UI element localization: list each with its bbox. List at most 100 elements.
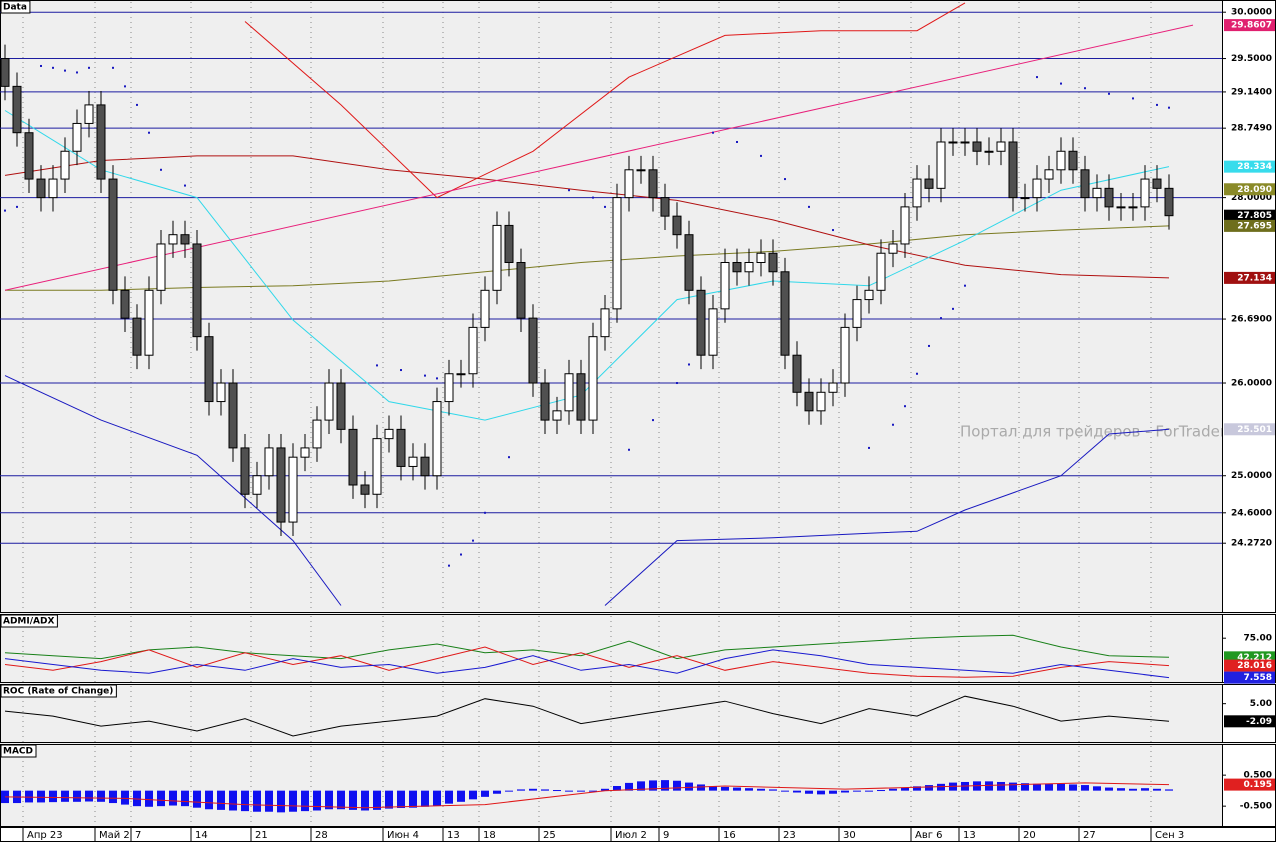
value-badge bbox=[1224, 715, 1275, 728]
candle-body bbox=[612, 197, 622, 310]
sar-dot bbox=[892, 423, 894, 426]
sar-dot bbox=[568, 189, 570, 192]
candle-body bbox=[768, 252, 778, 273]
sar-dot bbox=[400, 369, 402, 372]
macd-bar bbox=[1081, 785, 1089, 791]
macd-bar bbox=[121, 790, 129, 805]
candle-body bbox=[828, 382, 838, 393]
sar-dot bbox=[460, 553, 462, 556]
candle-body bbox=[804, 391, 814, 412]
value-badge-label: 25.501 bbox=[1237, 425, 1272, 435]
macd-bar bbox=[193, 790, 201, 808]
candle-body bbox=[648, 169, 658, 199]
value-badge-label: 27.805 bbox=[1237, 211, 1272, 221]
candle-body bbox=[936, 141, 946, 189]
date-label: 9 bbox=[663, 830, 669, 841]
candle-body bbox=[840, 326, 850, 384]
macd-bar bbox=[805, 790, 813, 794]
sar-dot bbox=[184, 184, 186, 187]
candle-body bbox=[744, 262, 754, 273]
candle-body bbox=[564, 373, 574, 412]
macd-bar bbox=[673, 780, 681, 791]
y-tick-label: 0.500 bbox=[1244, 771, 1272, 781]
macd-bar bbox=[253, 790, 261, 812]
candle-body bbox=[972, 141, 982, 152]
sar-dot bbox=[484, 511, 486, 514]
macd-bar bbox=[157, 790, 165, 807]
y-tick-label: 5.00 bbox=[1250, 699, 1272, 709]
sar-dot bbox=[1060, 82, 1062, 85]
sar-dot bbox=[148, 131, 150, 134]
panel-title-box bbox=[0, 614, 58, 628]
candle-body bbox=[240, 447, 250, 495]
candle-body bbox=[624, 169, 634, 199]
sar-dot bbox=[76, 71, 78, 74]
candle-body bbox=[504, 224, 514, 264]
macd-bar bbox=[733, 787, 741, 791]
indicator-line bbox=[4, 24, 1194, 291]
candle-body bbox=[360, 484, 370, 495]
candle-body bbox=[888, 243, 898, 254]
macd-bar bbox=[649, 780, 657, 791]
indicator-line bbox=[244, 2, 966, 199]
macd-bar bbox=[865, 790, 873, 792]
axis-panel bbox=[1222, 0, 1276, 613]
candle-body bbox=[216, 382, 226, 403]
candle-body bbox=[636, 169, 646, 172]
sar-dot bbox=[136, 103, 138, 106]
value-badge-label: 28.090 bbox=[1237, 185, 1272, 195]
macd-bar bbox=[277, 790, 285, 813]
y-tick-label: 29.1400 bbox=[1231, 87, 1272, 97]
macd-bar bbox=[793, 790, 801, 793]
candle-body bbox=[348, 428, 358, 486]
candle-body bbox=[420, 456, 430, 477]
sar-dot bbox=[424, 374, 426, 377]
macd-bar bbox=[445, 790, 453, 804]
y-tick-label: 29.5000 bbox=[1231, 54, 1272, 64]
plot-area: Портал для трейдеров - ForTrader.org bbox=[0, 2, 1222, 612]
date-label: 21 bbox=[255, 830, 268, 841]
macd-bar bbox=[1021, 783, 1029, 791]
macd-bar bbox=[313, 790, 321, 811]
macd-bar bbox=[85, 790, 93, 802]
macd-bar bbox=[829, 790, 837, 794]
date-label: 20 bbox=[1023, 830, 1036, 841]
macd-bar bbox=[697, 784, 705, 791]
candle-body bbox=[264, 447, 274, 477]
candle-body bbox=[192, 243, 202, 338]
candle-body bbox=[1044, 169, 1054, 180]
indicator-line bbox=[4, 634, 1170, 660]
macd-bar bbox=[901, 787, 909, 791]
macd-bar bbox=[493, 790, 501, 794]
macd-bar bbox=[25, 790, 33, 803]
date-label: 14 bbox=[195, 830, 208, 841]
sar-dot bbox=[472, 539, 474, 542]
macd-bar bbox=[685, 782, 693, 791]
sar-dot bbox=[1132, 97, 1134, 100]
macd-bar bbox=[229, 790, 237, 811]
candle-body bbox=[780, 271, 790, 356]
sar-dot bbox=[760, 154, 762, 157]
sar-dot bbox=[112, 66, 114, 69]
candle-body bbox=[384, 428, 394, 440]
y-tick-label: 30.0000 bbox=[1231, 8, 1272, 18]
candle-body bbox=[1116, 206, 1126, 209]
candle-body bbox=[660, 197, 670, 217]
value-badge-label: 27.134 bbox=[1237, 273, 1272, 283]
candle-body bbox=[132, 317, 142, 356]
macd-bar bbox=[1033, 783, 1041, 791]
macd-bar bbox=[337, 790, 345, 810]
sar-dot bbox=[904, 405, 906, 408]
candle-body bbox=[732, 262, 742, 273]
panel-title-box bbox=[0, 744, 37, 758]
sar-dot bbox=[4, 209, 6, 212]
value-badge-label: 29.8607 bbox=[1231, 21, 1272, 31]
candle-body bbox=[300, 447, 310, 458]
sar-dot bbox=[508, 456, 510, 459]
plot-area bbox=[4, 616, 1170, 682]
sar-dot bbox=[652, 419, 654, 422]
macd-bar bbox=[61, 790, 69, 802]
sar-dot bbox=[376, 364, 378, 367]
sar-dot bbox=[40, 64, 42, 67]
candle-body bbox=[84, 104, 94, 124]
